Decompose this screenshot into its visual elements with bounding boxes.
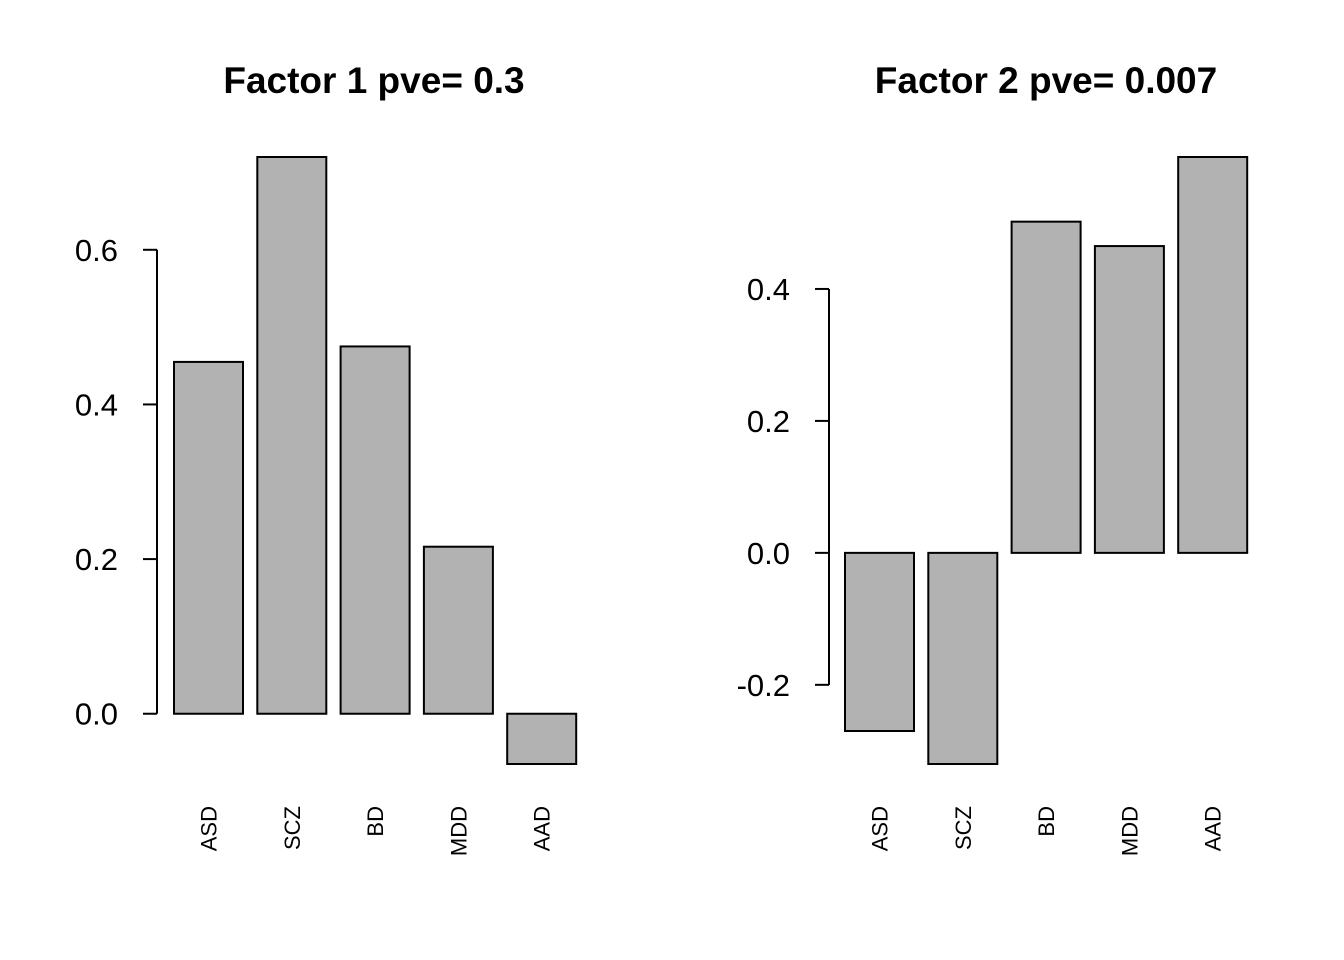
y-tick-label: 0.0 [75, 697, 118, 732]
bar-scz [256, 156, 328, 715]
chart-title: Factor 1 pve= 0.3 [223, 60, 524, 101]
bar-asd [173, 360, 244, 715]
y-tick-label: 0.4 [747, 272, 790, 307]
y-tick-label: 0.2 [747, 404, 790, 439]
x-tick-label: ASD [868, 806, 893, 851]
x-tick-label: AAD [530, 806, 555, 851]
x-tick-label: BD [1034, 806, 1059, 837]
bar-mdd [1093, 245, 1165, 554]
bar-mdd [422, 545, 494, 715]
chart-title: Factor 2 pve= 0.007 [875, 60, 1217, 101]
x-tick-label: AAD [1201, 806, 1226, 851]
y-tick-label: -0.2 [737, 668, 790, 703]
x-tick-label: MDD [446, 806, 471, 856]
x-tick-label: MDD [1117, 806, 1142, 856]
factor-1-panel: Factor 1 pve= 0.3 0.0 0.2 0.4 0.6 ASD SCZ BD MD… [75, 60, 578, 856]
factor-2-panel: Factor 2 pve= 0.007 -0.2 0.0 0.2 0.4 ASD SCZ B… [737, 60, 1249, 856]
y-tick-label: 0.6 [75, 233, 118, 268]
x-tick-label: ASD [197, 806, 222, 851]
y-tick-label: 0.4 [75, 387, 118, 422]
bar-bd [1010, 220, 1082, 554]
bar-bd [339, 345, 411, 715]
bar-asd [844, 551, 915, 733]
bar-aad [506, 712, 578, 765]
plot-area: -0.2 0.0 0.2 0.4 ASD SCZ BD MDD AAD [737, 156, 1249, 856]
x-tick-label: BD [363, 806, 388, 837]
bar-aad [1177, 156, 1249, 554]
y-tick-label: 0.0 [747, 536, 790, 571]
bar-scz [927, 551, 999, 765]
plot-area: 0.0 0.2 0.4 0.6 ASD SCZ BD MDD AAD [75, 156, 578, 856]
x-tick-label: SCZ [951, 806, 976, 850]
x-tick-label: SCZ [280, 806, 305, 850]
y-tick-label: 0.2 [75, 542, 118, 577]
